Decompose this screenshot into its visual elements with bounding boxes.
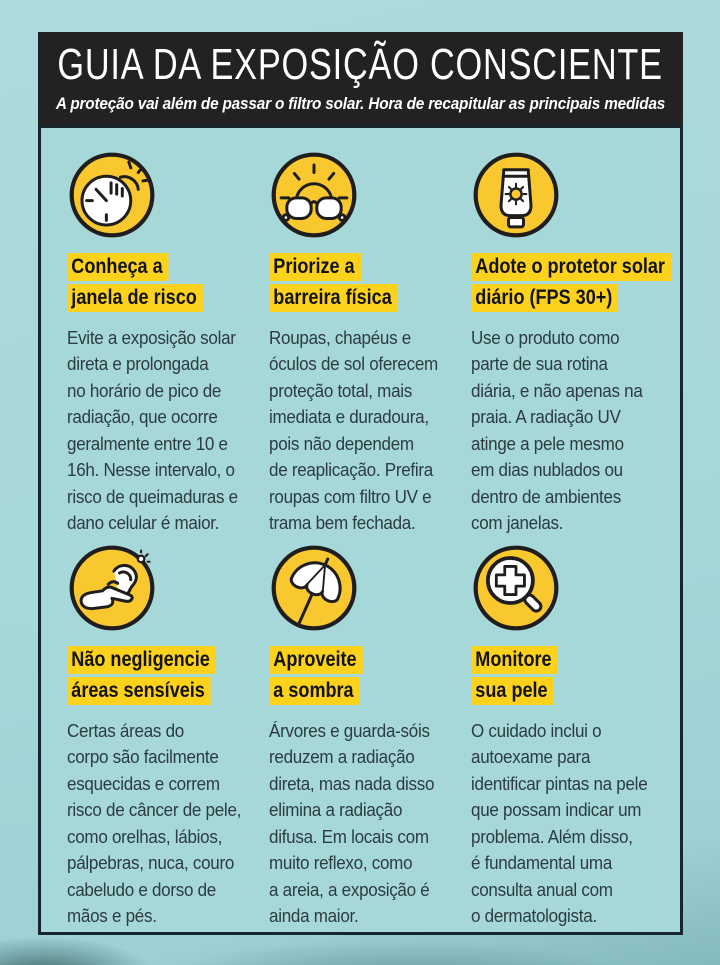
cards-grid: Conheça a janela de risco Evite a exposi… xyxy=(41,128,680,932)
beach-umbrella-icon xyxy=(271,545,357,631)
page-title: GUIA DA EXPOSIÇÃO CONSCIENTE xyxy=(57,40,664,89)
ear-hand-sun-icon xyxy=(69,545,155,631)
heading-line: Não negligencie xyxy=(67,646,216,674)
heading-line: Monitore xyxy=(471,646,558,674)
header-banner: GUIA DA EXPOSIÇÃO CONSCIENTE A proteção … xyxy=(38,32,683,125)
heading-line: Aproveite xyxy=(269,646,363,674)
heading-line: a sombra xyxy=(269,676,360,705)
heading-line: sua pele xyxy=(471,676,554,705)
card-body-text: Use o produto como parte de sua rotina d… xyxy=(471,326,643,534)
sunglasses-sun-icon xyxy=(271,152,357,238)
card-body-text: Roupas, chapéus e óculos de sol oferecem… xyxy=(269,326,438,534)
card-heading: Monitore sua pele xyxy=(471,646,673,708)
card-areas-sensiveis: Não negligencie áreas sensíveis Certas á… xyxy=(67,543,269,932)
card-heading: Aproveite a sombra xyxy=(269,646,471,708)
magnifier-cross-icon xyxy=(473,545,559,631)
heading-line: janela de risco xyxy=(67,283,203,312)
heading-line: Priorize a xyxy=(269,253,361,281)
page-subtitle: A proteção vai além de passar o filtro s… xyxy=(55,95,666,113)
card-heading: Adote o protetor solar diário (FPS 30+) xyxy=(471,253,673,315)
card-heading: Conheça a janela de risco xyxy=(67,253,269,315)
card-heading: Não negligencie áreas sensíveis xyxy=(67,646,269,708)
card-protetor-solar: Adote o protetor solar diário (FPS 30+) … xyxy=(471,150,673,543)
heading-line: Adote o protetor solar xyxy=(471,253,671,281)
card-body-text: Evite a exposição solar direta e prolong… xyxy=(67,326,238,534)
clock-sun-icon xyxy=(69,152,155,238)
content-panel: Conheça a janela de risco Evite a exposi… xyxy=(38,125,683,935)
card-sombra: Aproveite a sombra Árvores e guarda-sóis… xyxy=(269,543,471,932)
card-body-text: O cuidado inclui o autoexame para identi… xyxy=(471,719,648,927)
sunscreen-tube-icon xyxy=(473,152,559,238)
heading-line: áreas sensíveis xyxy=(67,676,211,705)
card-body-text: Árvores e guarda-sóis reduzem a radiação… xyxy=(269,719,435,927)
card-heading: Priorize a barreira física xyxy=(269,253,471,315)
card-barreira-fisica: Priorize a barreira física Roupas, chapé… xyxy=(269,150,471,543)
card-monitore-pele: Monitore sua pele O cuidado inclui o aut… xyxy=(471,543,673,932)
heading-line: Conheça a xyxy=(67,253,169,281)
heading-line: diário (FPS 30+) xyxy=(471,283,619,312)
card-body-text: Certas áreas do corpo são facilmente esq… xyxy=(67,719,242,927)
heading-line: barreira física xyxy=(269,283,398,312)
card-janela-de-risco: Conheça a janela de risco Evite a exposi… xyxy=(67,150,269,543)
